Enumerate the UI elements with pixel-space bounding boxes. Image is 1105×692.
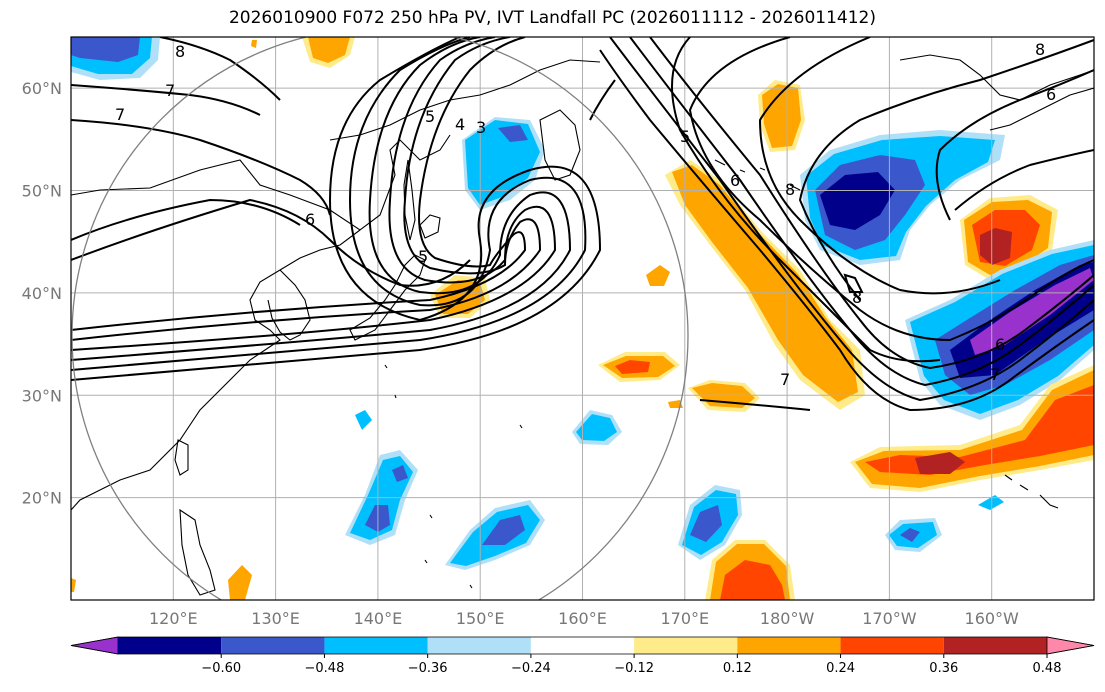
negative-anomaly-patch bbox=[498, 125, 528, 142]
negative-anomaly-patch bbox=[978, 495, 1004, 510]
latitude-tick-label: 30°N bbox=[22, 386, 62, 405]
colorbar-swatch bbox=[943, 637, 1047, 654]
positive-anomaly-patch bbox=[71, 578, 76, 592]
colorbar-tick-label: −0.36 bbox=[408, 661, 448, 676]
longitude-tick-label: 170°W bbox=[862, 609, 917, 628]
negative-anomaly-patch bbox=[900, 528, 920, 542]
colorbar-tick-label: −0.48 bbox=[305, 661, 345, 676]
contour-label: 5 bbox=[418, 247, 428, 266]
colorbar-max-extension bbox=[1046, 636, 1095, 655]
contour-label: 3 bbox=[476, 118, 486, 137]
contour-label: 4 bbox=[455, 115, 465, 134]
longitude-tick-label: 140°E bbox=[354, 609, 403, 628]
colorbar-swatch bbox=[118, 637, 222, 654]
pv-contours bbox=[71, 37, 1094, 412]
positive-anomaly-patch bbox=[720, 560, 785, 600]
positive-anomaly-patch bbox=[762, 84, 801, 148]
longitude-tick-label: 120°E bbox=[149, 609, 198, 628]
positive-anomaly-patch bbox=[980, 228, 1012, 265]
colorbar: −0.60 −0.48 −0.36 −0.24 −0.12 0.12 0.24 0.36 0.4… bbox=[70, 636, 1095, 676]
contour-label: 6 bbox=[1046, 85, 1056, 104]
negative-anomaly-patch bbox=[576, 414, 617, 441]
colorbar-swatch bbox=[737, 637, 841, 654]
contour-labels: 8 7 7 5 4 3 6 5 5 6 8 8 7 6 8 7 6 bbox=[115, 40, 1056, 389]
contour-label: 6 bbox=[730, 171, 740, 190]
map-frame bbox=[70, 36, 1095, 601]
positive-anomaly-patch bbox=[228, 565, 252, 600]
colorbar-swatch bbox=[324, 637, 428, 654]
longitude-tick-label: 170°E bbox=[660, 609, 709, 628]
contour-label: 8 bbox=[785, 180, 795, 199]
longitude-tick-label: 160°W bbox=[965, 609, 1020, 628]
positive-anomaly-patch bbox=[251, 40, 257, 48]
longitude-tick-label: 130°E bbox=[251, 609, 300, 628]
negative-anomaly-patch bbox=[355, 410, 372, 430]
latitude-tick-label: 40°N bbox=[22, 284, 62, 303]
colorbar-swatch bbox=[840, 637, 944, 654]
colorbar-tick-label: 0.12 bbox=[723, 661, 752, 676]
negative-anomaly-patch bbox=[392, 465, 408, 482]
positive-anomaly-patch bbox=[615, 360, 650, 374]
contour-label: 5 bbox=[425, 107, 435, 126]
negative-anomaly-patch bbox=[482, 515, 525, 545]
landfall-radius-circle bbox=[71, 37, 689, 600]
negative-anomaly-patch bbox=[970, 268, 1094, 355]
negative-anomaly-patch bbox=[465, 120, 540, 205]
colorbar-swatch bbox=[221, 637, 325, 654]
negative-anomaly-patch bbox=[71, 37, 140, 62]
positive-anomaly-patch bbox=[646, 265, 670, 286]
colorbar-tick-label: 0.48 bbox=[1033, 661, 1062, 676]
contour-label: 8 bbox=[1035, 40, 1045, 59]
coastlines bbox=[71, 54, 1094, 596]
colorbar-tick-label: 0.36 bbox=[929, 661, 958, 676]
colorbar-swatch bbox=[634, 637, 738, 654]
colorbar-tick-label: −0.60 bbox=[201, 661, 241, 676]
longitude-tick-label: 180°W bbox=[760, 609, 815, 628]
shaded-anomaly-patches bbox=[71, 37, 1094, 600]
longitude-tick-labels: 120°E 130°E 140°E 150°E 160°E 170°E 180°W 170°W… bbox=[149, 609, 1019, 628]
colorbar-outline bbox=[70, 636, 1095, 655]
negative-anomaly-patch bbox=[820, 172, 895, 230]
contour-label: 7 bbox=[165, 81, 175, 100]
positive-anomaly-patch bbox=[915, 452, 965, 474]
positive-anomaly-patch bbox=[668, 400, 683, 408]
positive-anomaly-patch bbox=[308, 37, 350, 63]
colorbar-min-extension bbox=[70, 636, 119, 655]
latitude-tick-labels: 60°N 50°N 40°N 30°N 20°N bbox=[22, 79, 62, 507]
contour-label: 8 bbox=[852, 288, 862, 307]
latitude-tick-label: 20°N bbox=[22, 489, 62, 508]
longitude-tick-label: 150°E bbox=[456, 609, 505, 628]
colorbar-tick-label: 0.24 bbox=[826, 661, 855, 676]
contour-label: 5 bbox=[680, 127, 690, 146]
colorbar-swatch bbox=[427, 637, 531, 654]
colorbar-tick-label: −0.24 bbox=[511, 661, 551, 676]
latitude-tick-label: 60°N bbox=[22, 79, 62, 98]
contour-label: 8 bbox=[175, 42, 185, 61]
colorbar-tick-label: −0.12 bbox=[614, 661, 654, 676]
longitude-tick-label: 160°E bbox=[558, 609, 607, 628]
contour-label: 6 bbox=[995, 335, 1005, 354]
negative-anomaly-patch bbox=[690, 505, 722, 542]
contour-label: 7 bbox=[780, 370, 790, 389]
contour-label: 7 bbox=[990, 365, 1000, 384]
chart-title: 2026010900 F072 250 hPa PV, IVT Landfall… bbox=[228, 8, 876, 28]
contour-label: 6 bbox=[305, 210, 315, 229]
positive-anomaly-patch bbox=[865, 385, 1094, 475]
colorbar-swatch bbox=[530, 637, 635, 654]
contour-label: 7 bbox=[115, 105, 125, 124]
latitude-tick-label: 50°N bbox=[22, 182, 62, 201]
positive-anomaly-patch bbox=[672, 165, 858, 402]
